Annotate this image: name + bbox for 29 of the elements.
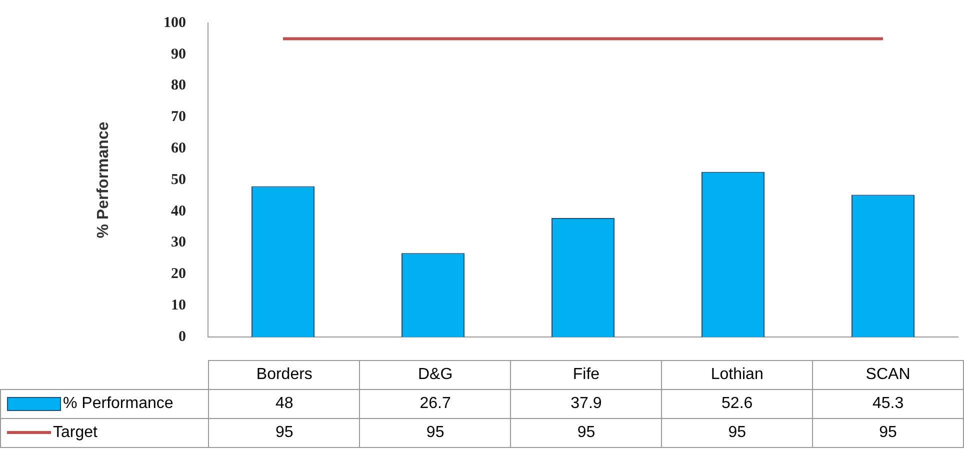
x-tick-label: Borders <box>208 360 360 390</box>
data-label: 26.7 <box>360 390 511 418</box>
y-axis-title: % Performance <box>95 122 112 238</box>
y-tick-label: 50 <box>171 172 186 188</box>
data-label: 45.3 <box>812 390 964 418</box>
x-tick-label: SCAN <box>812 360 964 390</box>
x-tick-label: Fife <box>510 360 662 390</box>
y-tick-label: 100 <box>164 14 186 31</box>
y-tick-label: 30 <box>171 234 186 251</box>
data-label: 95 <box>812 418 964 448</box>
legend-label: % Performance <box>0 390 209 418</box>
y-tick-label: 90 <box>171 46 186 62</box>
data-label: 95 <box>208 418 360 448</box>
data-label: 95 <box>360 418 511 448</box>
y-tick-label: 70 <box>171 109 186 126</box>
data-label: 52.6 <box>662 390 813 418</box>
x-tick-label: Lothian <box>662 360 813 390</box>
y-tick-label: 60 <box>171 140 186 156</box>
y-tick-label: 40 <box>171 203 186 220</box>
data-label: 95 <box>662 418 813 448</box>
y-tick-label: 80 <box>171 78 186 94</box>
legend-label: Target <box>0 418 209 448</box>
y-tick-label: 10 <box>171 297 186 314</box>
y-tick-label: 0 <box>178 328 186 345</box>
x-tick-label: D&G <box>360 360 511 390</box>
data-label: 48 <box>208 390 360 418</box>
y-tick-label: 20 <box>171 266 186 282</box>
data-label: 37.9 <box>510 390 662 418</box>
data-label: 95 <box>510 418 662 448</box>
